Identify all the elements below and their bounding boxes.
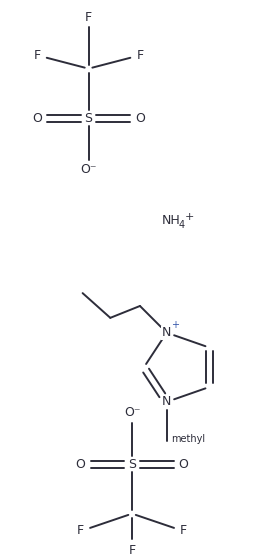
Text: F: F (129, 544, 136, 557)
Text: O: O (135, 112, 145, 125)
Text: NH: NH (162, 215, 181, 228)
Text: O: O (76, 458, 85, 471)
Text: F: F (136, 49, 144, 62)
Text: O⁻: O⁻ (80, 163, 97, 176)
Text: +: + (184, 212, 194, 222)
Text: N: N (162, 395, 171, 409)
Text: O⁻: O⁻ (124, 406, 140, 419)
Text: S: S (128, 458, 136, 471)
Text: 4: 4 (179, 220, 185, 230)
Text: F: F (180, 524, 187, 537)
Text: O: O (32, 112, 42, 125)
Text: F: F (85, 11, 92, 23)
Text: +: + (171, 320, 179, 330)
Text: methyl: methyl (172, 434, 206, 444)
Text: O: O (179, 458, 189, 471)
Text: S: S (85, 112, 93, 125)
Text: F: F (77, 524, 84, 537)
Text: N: N (162, 326, 171, 339)
Text: F: F (33, 49, 41, 62)
